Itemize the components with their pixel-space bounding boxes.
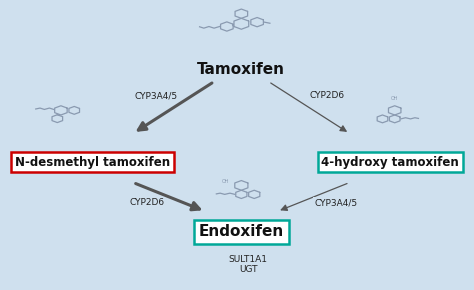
FancyArrowPatch shape (271, 83, 346, 131)
Text: CYP3A4/5: CYP3A4/5 (315, 198, 357, 207)
Text: CYP2D6: CYP2D6 (129, 198, 164, 207)
Text: OH: OH (222, 179, 229, 184)
Text: OH: OH (391, 97, 399, 102)
FancyArrowPatch shape (136, 184, 200, 210)
Text: Endoxifen: Endoxifen (199, 224, 284, 239)
FancyArrowPatch shape (238, 255, 244, 273)
FancyArrowPatch shape (138, 83, 212, 130)
Text: Tamoxifen: Tamoxifen (197, 62, 285, 77)
Text: SULT1A1
UGT: SULT1A1 UGT (228, 255, 268, 274)
Text: N-desmethyl tamoxifen: N-desmethyl tamoxifen (15, 156, 170, 169)
Text: 4-hydroxy tamoxifen: 4-hydroxy tamoxifen (321, 156, 459, 169)
FancyArrowPatch shape (281, 184, 347, 210)
Text: CYP3A4/5: CYP3A4/5 (134, 91, 177, 100)
Text: CYP2D6: CYP2D6 (310, 91, 345, 100)
